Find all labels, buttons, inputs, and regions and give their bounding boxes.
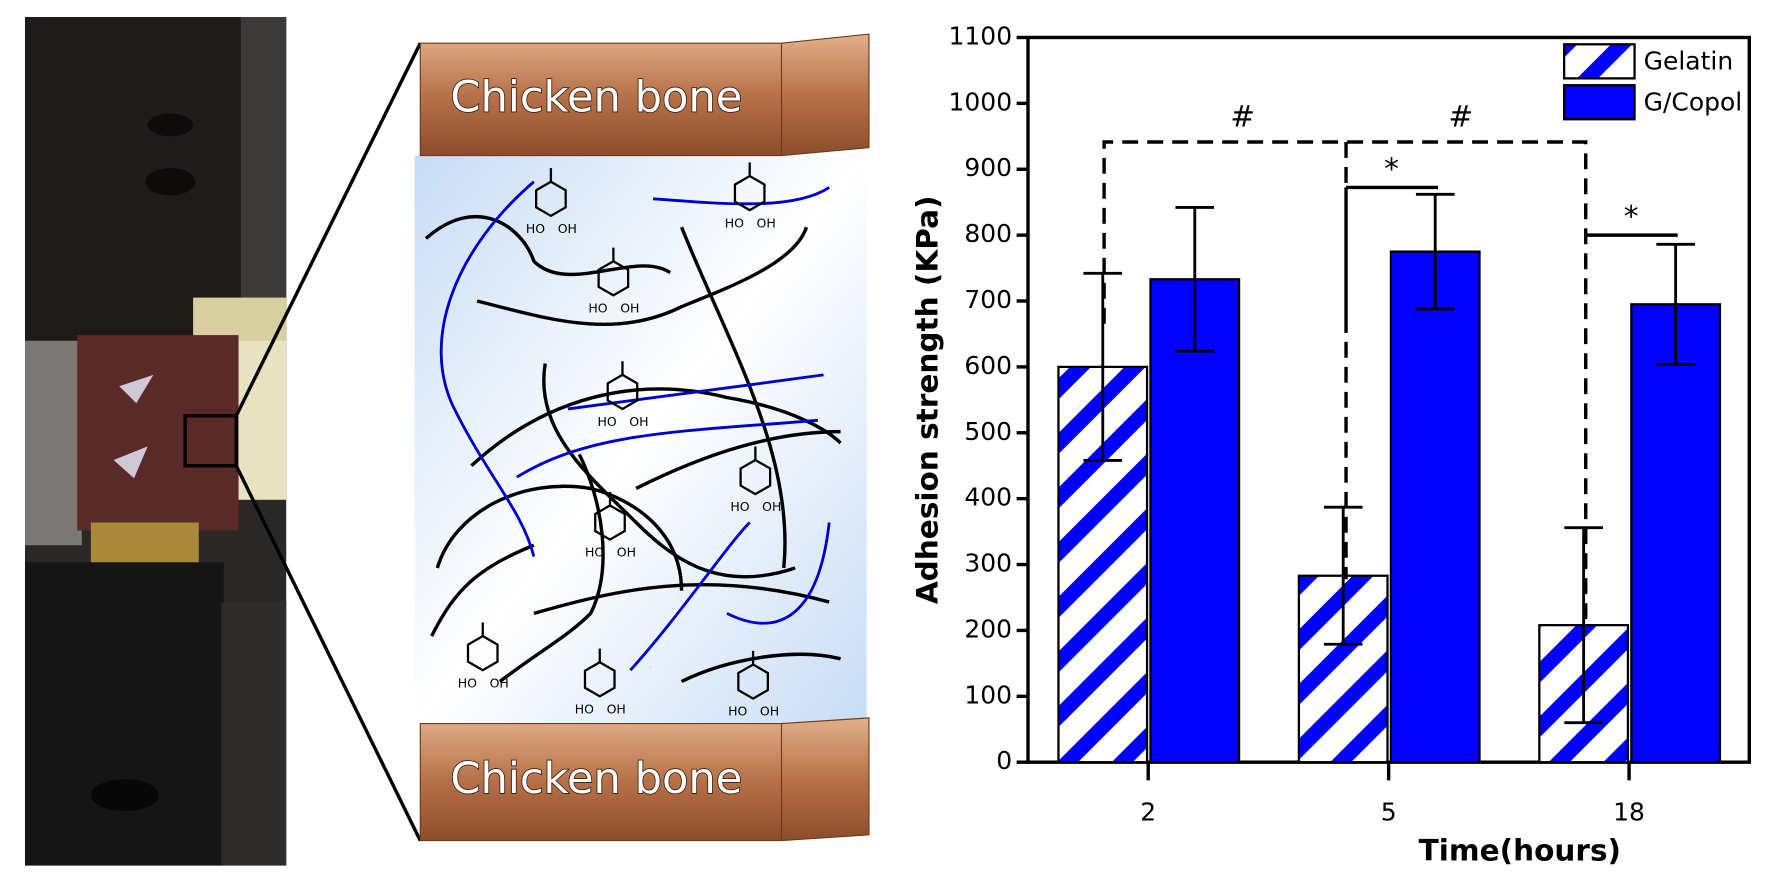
legend-swatch — [1562, 84, 1636, 121]
y-tick-label: 0 — [996, 746, 1012, 775]
hydroxyl-label: HO — [728, 704, 747, 719]
y-tick-label: 300 — [964, 549, 1012, 578]
catechol-ring — [583, 660, 616, 698]
hydroxyl-label: OH — [617, 545, 636, 560]
catechol-ring — [594, 504, 626, 541]
hydroxyl-label: OH — [490, 675, 509, 690]
error-bar — [1175, 206, 1215, 353]
catechol-ring — [535, 180, 567, 218]
photo — [24, 17, 422, 866]
bar — [1630, 303, 1722, 764]
bar — [1149, 278, 1241, 764]
bracket — [1346, 185, 1678, 237]
hydroxyl-label: OH — [757, 215, 776, 230]
catechol-ring — [606, 373, 639, 411]
y-tick-label: 800 — [964, 219, 1012, 248]
hydroxyl-label: HO — [526, 221, 545, 236]
y-tick-label: 700 — [964, 285, 1012, 314]
y-tick-label: 400 — [964, 483, 1012, 512]
chart: 0 100 200 300 400 500 600 700 800 900 1000 1100 2 5 18… — [949, 21, 1743, 826]
error-bar — [1564, 526, 1603, 725]
catechol-ring — [733, 174, 766, 212]
legend-swatch — [1562, 43, 1636, 80]
annotation: * — [1624, 200, 1639, 234]
error-bar — [1323, 505, 1363, 646]
annotation: # — [1448, 100, 1473, 134]
hydroxyl-label: HO — [458, 675, 477, 690]
x-tick-label: 18 — [1613, 797, 1645, 826]
x-tick-label: 5 — [1381, 797, 1397, 826]
hydroxyl-label: OH — [760, 704, 779, 719]
hydroxyl-label: HO — [585, 545, 604, 560]
hydroxyl-label: OH — [558, 221, 577, 236]
annotation: * — [1384, 152, 1399, 186]
x-axis-label: Time(hours) — [1419, 833, 1621, 867]
y-tick-label: 900 — [964, 153, 1012, 182]
bone-label: Chicken bone — [450, 754, 742, 804]
bone-label: Chicken bone — [450, 72, 742, 122]
hydroxyl-label: HO — [588, 300, 607, 315]
catechol-ring — [737, 663, 769, 700]
hydroxyl-label: OH — [620, 300, 639, 315]
catechol-ring — [466, 634, 499, 672]
catechol-ring — [739, 458, 772, 496]
y-tick-label: 1000 — [949, 87, 1013, 116]
y-axis-label: Adhesion strength (KPa) — [911, 196, 945, 605]
hydroxyl-label: OH — [762, 499, 781, 514]
bar — [1389, 250, 1481, 764]
hydroxyl-label: HO — [725, 215, 744, 230]
y-tick-label: 500 — [964, 417, 1012, 446]
legend-label: G/Copol — [1644, 87, 1743, 116]
schematic: Chicken bone Chicken bone — [414, 33, 870, 842]
hydroxyl-label: HO — [597, 414, 616, 429]
x-tick-label: 2 — [1140, 797, 1156, 826]
hydroxyl-label: OH — [607, 701, 626, 716]
y-tick-label: 1100 — [949, 21, 1013, 50]
hydroxyl-label: HO — [575, 701, 594, 716]
error-bar — [1656, 242, 1695, 366]
y-tick-label: 100 — [964, 680, 1012, 709]
bracket — [1102, 140, 1588, 620]
y-tick-label: 600 — [964, 351, 1012, 380]
error-bar — [1415, 192, 1455, 311]
y-tick-label: 200 — [964, 614, 1012, 643]
hydroxyl-label: OH — [629, 414, 648, 429]
hydroxyl-label: HO — [730, 499, 749, 514]
catechol-ring — [597, 259, 630, 297]
legend-label: Gelatin — [1644, 46, 1734, 75]
annotation: # — [1230, 100, 1255, 134]
